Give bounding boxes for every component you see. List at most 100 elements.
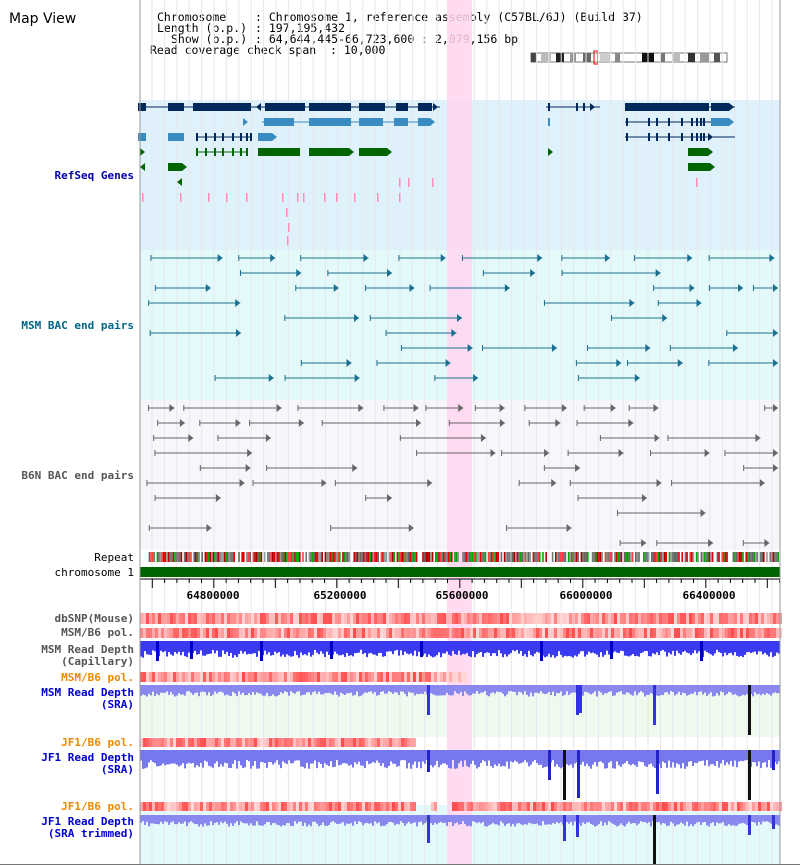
msm-b6-pol-heat-strip-2[interactable] — [140, 672, 467, 682]
heat-cell — [410, 738, 413, 747]
jf1-read-depth-sra-trimmed[interactable] — [140, 815, 780, 865]
depth-bar — [394, 750, 396, 764]
depth-bar — [144, 641, 146, 652]
track-label-msm-bac[interactable]: MSM BAC end pairs — [21, 319, 134, 332]
jf1-b6-pol-heat-strip-2[interactable] — [140, 802, 782, 811]
gene-exon — [240, 133, 242, 141]
heat-cell — [614, 613, 617, 624]
chromosome-bar[interactable] — [140, 567, 780, 577]
bac-end-arrow — [179, 419, 185, 427]
depth-bar — [762, 815, 764, 822]
depth-bar — [656, 815, 658, 823]
highlight-region[interactable] — [447, 0, 472, 865]
depth-bar — [234, 641, 236, 656]
msm-b6-pol-heat-strip[interactable] — [140, 628, 782, 638]
heat-cell — [206, 628, 209, 638]
depth-bar — [256, 685, 258, 693]
msm-bac-track[interactable] — [148, 254, 778, 382]
heat-cell — [548, 628, 551, 638]
heat-cell — [305, 738, 308, 747]
depth-bar — [414, 815, 416, 823]
depth-bar — [552, 815, 554, 824]
track-label-msm-depth-cap[interactable]: MSM Read Depth — [41, 643, 134, 656]
depth-bar — [560, 685, 562, 692]
depth-bar — [692, 685, 694, 694]
track-label-jf1-depth-trim[interactable]: JF1 Read Depth — [41, 815, 134, 828]
heat-cell — [413, 802, 416, 811]
msm-read-depth-sra[interactable] — [140, 685, 780, 735]
msm-read-depth-capillary[interactable] — [140, 641, 780, 661]
heat-cell — [344, 802, 347, 811]
depth-bar — [642, 641, 644, 653]
chromosome-ideogram[interactable] — [530, 50, 728, 65]
heat-cell — [350, 628, 353, 638]
track-label-msm-b6-pol[interactable]: MSM/B6 pol. — [61, 626, 134, 639]
heat-cell — [515, 802, 518, 811]
jf1-b6-pol-heat-strip[interactable] — [140, 738, 416, 747]
track-label-b6n-bac[interactable]: B6N BAC end pairs — [21, 469, 134, 482]
depth-bar — [590, 641, 592, 654]
track-label-chromosome[interactable]: chromosome 1 — [55, 566, 134, 579]
heat-cell — [674, 613, 677, 624]
heat-cell — [290, 672, 293, 682]
depth-bar — [210, 685, 212, 696]
depth-bar — [560, 815, 562, 823]
depth-bar — [214, 815, 216, 824]
depth-bar — [146, 815, 148, 822]
repeat-mark — [638, 552, 640, 562]
track-label-jf1-b6-pol[interactable]: JF1/B6 pol. — [61, 736, 134, 749]
depth-bar — [776, 815, 778, 825]
depth-bar — [424, 685, 426, 692]
ideogram-band — [583, 53, 591, 62]
heat-cell — [329, 628, 332, 638]
gene-exon — [193, 103, 251, 111]
depth-bar — [468, 750, 470, 768]
depth-bar — [374, 750, 376, 763]
depth-bar — [636, 685, 638, 696]
refseq-genes-track[interactable] — [138, 103, 735, 186]
depth-bar — [726, 641, 728, 656]
dbsnp-heat-strip[interactable] — [140, 613, 782, 624]
heat-cell — [722, 802, 725, 811]
track-label-msm-b6-pol-2[interactable]: MSM/B6 pol. — [61, 671, 134, 684]
depth-bar — [580, 750, 582, 765]
jf1-read-depth-sra[interactable] — [140, 750, 780, 800]
heat-cell — [377, 802, 380, 811]
depth-bar — [480, 750, 482, 764]
heat-cell — [695, 802, 698, 811]
heat-cell — [578, 628, 581, 638]
depth-bar — [644, 750, 646, 766]
depth-bar — [690, 641, 692, 656]
heat-cell — [320, 672, 323, 682]
heat-cell — [572, 613, 575, 624]
depth-bar — [610, 685, 612, 692]
heat-cell — [749, 613, 752, 624]
bac-end-arrow — [239, 479, 245, 487]
heat-cell — [623, 802, 626, 811]
depth-bar — [664, 750, 666, 763]
b6n-bac-track[interactable] — [146, 404, 778, 547]
depth-bar — [278, 641, 280, 653]
depth-bar — [494, 815, 496, 825]
depth-bar — [704, 685, 706, 693]
repeat-track[interactable] — [148, 552, 779, 562]
heat-cell — [158, 738, 161, 747]
track-label-refseq[interactable]: RefSeq Genes — [55, 169, 134, 182]
depth-bar — [406, 815, 408, 824]
depth-bar — [472, 750, 474, 761]
heat-cell — [746, 628, 749, 638]
track-label-jf1-depth-sra[interactable]: JF1 Read Depth — [41, 751, 134, 764]
repeat-mark — [766, 552, 768, 562]
depth-bar — [386, 641, 388, 652]
track-label-repeat[interactable]: Repeat — [94, 551, 134, 564]
depth-bar — [726, 815, 728, 826]
depth-bar — [352, 685, 354, 696]
track-label-jf1-b6-pol-2[interactable]: JF1/B6 pol. — [61, 800, 134, 813]
depth-bar — [440, 750, 442, 765]
track-label-dbsnp[interactable]: dbSNP(Mouse) — [55, 612, 134, 625]
gene-exon — [626, 118, 628, 126]
depth-bar — [480, 641, 482, 653]
heat-cell — [215, 802, 218, 811]
track-label-msm-depth-sra[interactable]: MSM Read Depth — [41, 686, 134, 699]
